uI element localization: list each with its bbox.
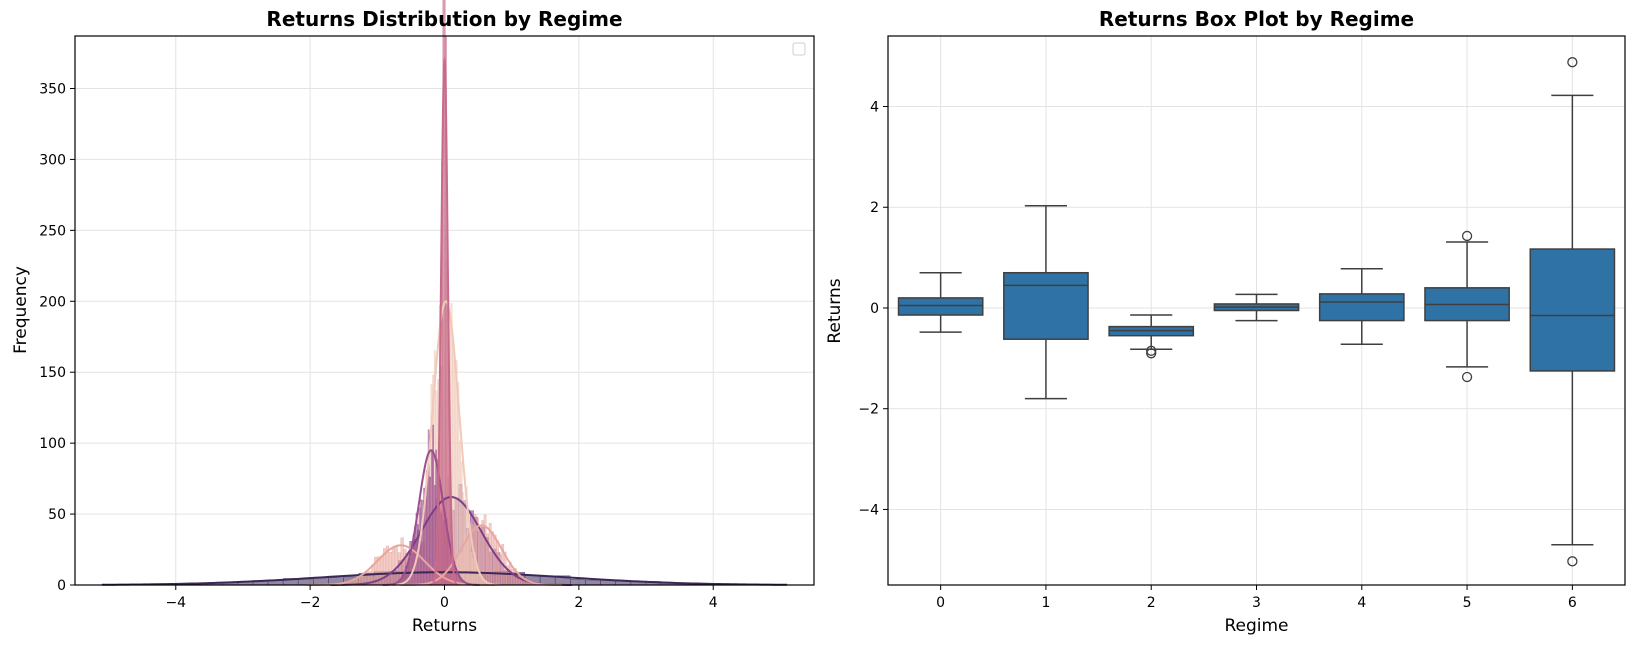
histogram-bar-regime-1 — [380, 555, 384, 586]
histogram-bar-regime-1 — [388, 551, 392, 586]
box-regime-5 — [1424, 230, 1510, 383]
boxplot-title: Returns Box Plot by Regime — [1099, 7, 1414, 31]
boxplot-x-tick-label: 0 — [936, 595, 945, 611]
histogram-x-label: Returns — [412, 616, 477, 636]
outlier-point — [1146, 348, 1157, 359]
histogram-bar-regime-0 — [459, 440, 461, 586]
histogram-x-tick-label: 2 — [574, 595, 583, 611]
histogram-bar-regime-6 — [570, 578, 586, 586]
histogram-bar-regime-3 — [429, 476, 431, 586]
histogram-bar-regime-0 — [454, 360, 456, 586]
iqr-box — [1318, 293, 1405, 322]
box-regime-2 — [1108, 314, 1195, 359]
histogram-bar-regime-3 — [432, 424, 434, 586]
outlier-point — [1146, 345, 1157, 356]
histogram-bar-regime-5 — [511, 569, 515, 586]
histogram-x-tick-label: −2 — [300, 595, 321, 611]
outlier-point — [1461, 371, 1473, 383]
boxplot-panel: 0 1 2 3 4 5 6 −4 −2 0 2 4 Returns Box Plot by Regi… — [825, 7, 1626, 636]
boxplot-x-tick-label: 4 — [1357, 595, 1366, 611]
histogram-bar-regime-5 — [493, 534, 497, 586]
histogram-y-tick-label: 350 — [39, 81, 66, 97]
box-regime-3 — [1213, 293, 1300, 322]
histogram-bar-regime-0 — [470, 552, 473, 586]
histogram-x-tick-label: 4 — [709, 595, 718, 611]
boxplot-y-tick-label: 4 — [870, 100, 879, 116]
histogram-y-tick-label: 150 — [39, 365, 66, 381]
histogram-x-ticks: −4 −2 0 2 4 — [165, 585, 718, 611]
histogram-bar-regime-6 — [585, 579, 601, 586]
histogram-bar-regime-3 — [430, 451, 433, 586]
empty-legend-box — [792, 42, 806, 56]
histogram-bar-regime-0 — [462, 491, 465, 586]
histogram-bar-regime-3 — [411, 553, 413, 586]
histogram-bar-regime-1 — [391, 547, 395, 586]
box-regime-4 — [1318, 267, 1405, 345]
histogram-y-tick-label: 200 — [39, 294, 66, 310]
boxplot-boxes — [897, 57, 1616, 567]
boxplot-x-tick-label: 3 — [1252, 595, 1261, 611]
boxplot-x-ticks: 0 1 2 3 4 5 6 — [936, 585, 1577, 611]
histogram-y-tick-label: 250 — [39, 223, 66, 239]
histogram-bar-regime-0 — [472, 557, 475, 586]
boxplot-y-tick-label: −2 — [858, 402, 879, 418]
histogram-bar-regime-1 — [394, 546, 398, 586]
boxplot-y-label: Returns — [825, 278, 845, 343]
histogram-y-tick-label: 0 — [57, 578, 66, 594]
kde-curve-regime-5 — [400, 524, 563, 586]
boxplot-x-label: Regime — [1224, 616, 1288, 636]
iqr-box — [897, 297, 984, 316]
histogram-x-tick-label: −4 — [165, 595, 186, 611]
histogram-title: Returns Distribution by Regime — [266, 7, 622, 31]
kde-curve-regime-0 — [392, 300, 500, 586]
histogram-bar-regime-5 — [496, 540, 499, 586]
histogram-bar-regime-5 — [491, 531, 494, 586]
histogram-bars — [147, 0, 737, 586]
kde-curve-regime-2 — [430, 56, 459, 586]
kde-curve-regime-3 — [382, 449, 480, 586]
kde-curve-regime-6 — [101, 571, 788, 586]
boxplot-y-tick-label: 2 — [870, 200, 879, 216]
histogram-y-ticks: 0 50 100 150 200 250 300 350 — [39, 81, 75, 594]
boxplot-y-tick-label: −4 — [858, 502, 879, 518]
boxplot-x-tick-label: 5 — [1463, 595, 1472, 611]
boxplot-x-tick-label: 2 — [1147, 595, 1156, 611]
histogram-y-tick-label: 100 — [39, 436, 66, 452]
outlier-point — [1567, 57, 1578, 68]
histogram-x-tick-label: 0 — [440, 595, 449, 611]
iqr-box — [1529, 248, 1616, 372]
outlier-point — [1461, 230, 1473, 242]
box-regime-1 — [1003, 204, 1089, 400]
histogram-y-tick-label: 50 — [48, 507, 66, 523]
boxplot-y-tick-label: 0 — [870, 301, 879, 317]
histogram-bar-regime-3 — [409, 558, 412, 586]
histogram-panel: −4 −2 0 2 4 0 50 100 150 200 250 300 350 Returns Di… — [11, 0, 815, 636]
kde-curves — [101, 56, 788, 586]
boxplot-y-ticks: −4 −2 0 2 4 — [858, 100, 888, 518]
box-regime-0 — [897, 271, 984, 333]
box-regime-6 — [1529, 57, 1616, 567]
histogram-bar-regime-0 — [460, 461, 463, 586]
boxplot-x-tick-label: 1 — [1041, 595, 1050, 611]
iqr-box — [1003, 271, 1089, 340]
boxplot-x-tick-label: 6 — [1568, 595, 1577, 611]
histogram-bar-regime-0 — [469, 534, 471, 586]
outlier-point — [1567, 556, 1578, 567]
histogram-y-label: Frequency — [11, 266, 31, 354]
histogram-y-tick-label: 300 — [39, 152, 66, 168]
kde-curve-regime-1 — [306, 544, 495, 586]
